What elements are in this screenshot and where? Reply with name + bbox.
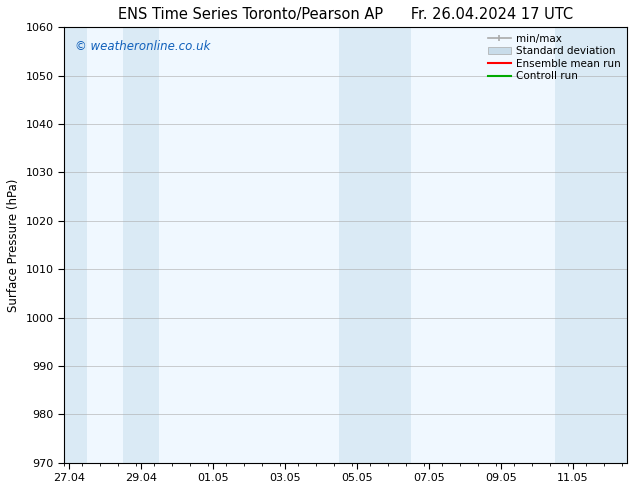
Y-axis label: Surface Pressure (hPa): Surface Pressure (hPa): [7, 178, 20, 312]
Bar: [64, 27, 87, 463]
Legend: min/max, Standard deviation, Ensemble mean run, Controll run: min/max, Standard deviation, Ensemble me…: [484, 29, 625, 86]
Title: ENS Time Series Toronto/Pearson AP      Fr. 26.04.2024 17 UTC: ENS Time Series Toronto/Pearson AP Fr. 2…: [118, 7, 573, 22]
Bar: [124, 27, 159, 463]
Bar: [339, 27, 411, 463]
Text: © weatheronline.co.uk: © weatheronline.co.uk: [75, 40, 210, 53]
Bar: [555, 27, 627, 463]
